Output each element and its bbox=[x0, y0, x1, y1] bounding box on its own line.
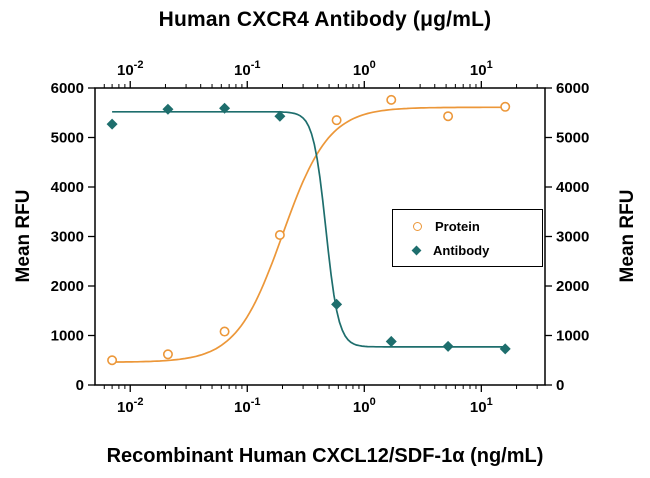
svg-text:3000: 3000 bbox=[51, 229, 84, 246]
svg-text:10-2: 10-2 bbox=[117, 59, 143, 79]
svg-text:0: 0 bbox=[556, 377, 564, 394]
svg-text:6000: 6000 bbox=[51, 80, 84, 97]
svg-text:100: 100 bbox=[353, 396, 376, 416]
legend-item-protein: Protein bbox=[413, 219, 542, 234]
legend-label-protein: Protein bbox=[435, 218, 480, 234]
svg-text:1000: 1000 bbox=[556, 328, 589, 345]
svg-text:10-1: 10-1 bbox=[234, 396, 260, 416]
svg-text:10-1: 10-1 bbox=[234, 59, 260, 79]
svg-text:3000: 3000 bbox=[556, 229, 589, 246]
svg-text:5000: 5000 bbox=[51, 130, 84, 147]
svg-text:5000: 5000 bbox=[556, 130, 589, 147]
svg-text:101: 101 bbox=[470, 396, 493, 416]
top-axis-title: Human CXCR4 Antibody (μg/mL) bbox=[158, 8, 492, 31]
svg-text:4000: 4000 bbox=[556, 179, 589, 196]
svg-text:1000: 1000 bbox=[51, 328, 84, 345]
bottom-axis-label: Recombinant Human CXCL12/SDF-1α (ng/mL) bbox=[106, 445, 544, 467]
svg-text:100: 100 bbox=[353, 59, 376, 79]
antibody-marker-icon bbox=[411, 245, 422, 255]
svg-text:6000: 6000 bbox=[556, 80, 589, 97]
left-axis-label: Mean RFU bbox=[13, 189, 34, 283]
svg-text:101: 101 bbox=[470, 59, 493, 79]
svg-text:4000: 4000 bbox=[51, 179, 84, 196]
svg-text:0: 0 bbox=[76, 377, 84, 394]
svg-text:10-2: 10-2 bbox=[117, 396, 143, 416]
legend-item-antibody: Antibody bbox=[411, 242, 542, 258]
right-axis-label: Mean RFU bbox=[617, 189, 638, 283]
protein-marker-icon bbox=[413, 221, 422, 231]
svg-text:2000: 2000 bbox=[51, 278, 84, 295]
legend: Protein Antibody bbox=[392, 209, 543, 267]
legend-label-antibody: Antibody bbox=[433, 242, 490, 258]
svg-text:2000: 2000 bbox=[556, 278, 589, 295]
